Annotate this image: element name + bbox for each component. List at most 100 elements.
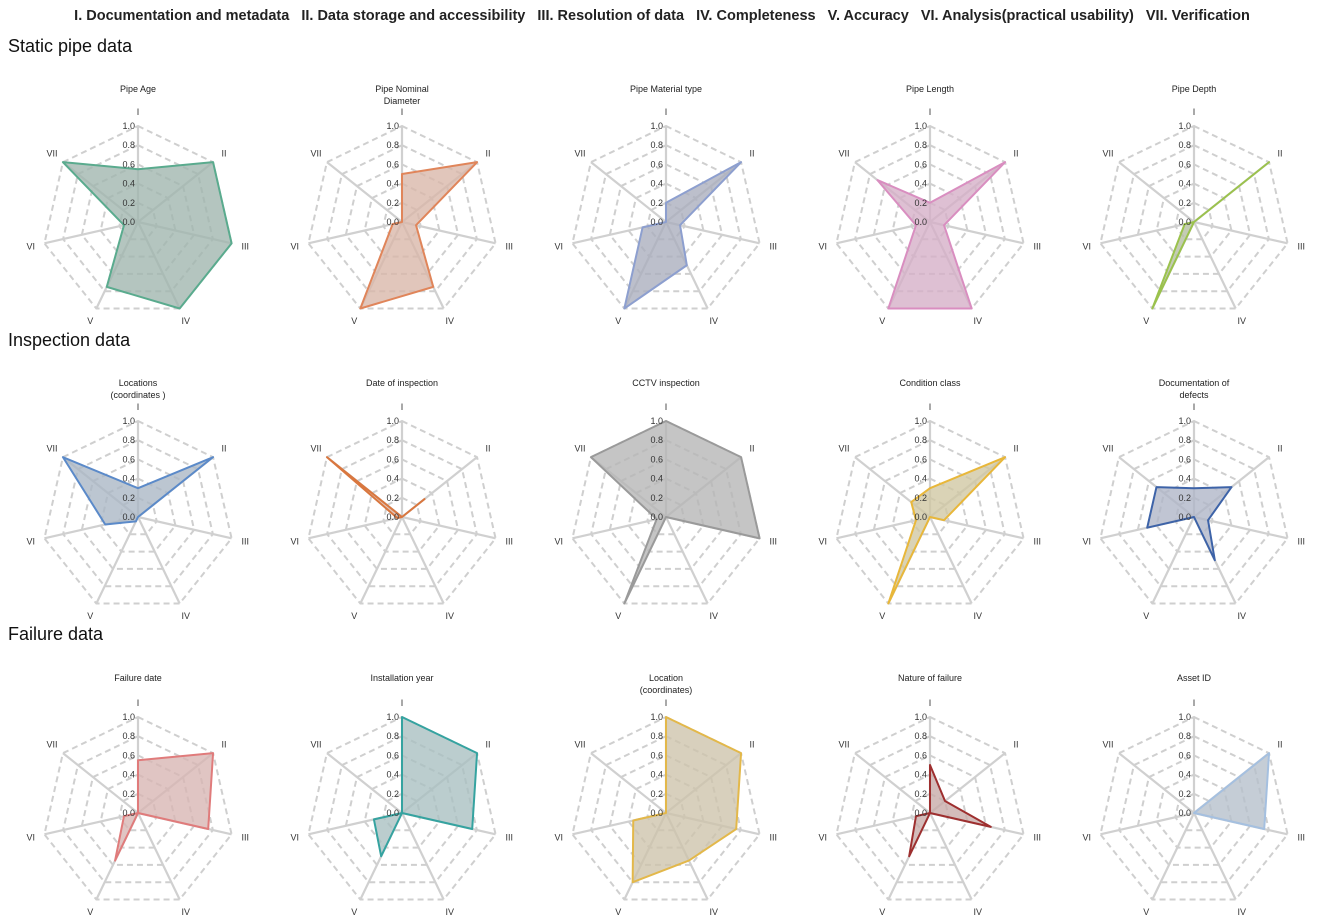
axis-label: II <box>1277 443 1282 453</box>
grid-ring <box>1118 144 1270 293</box>
axis-label: II <box>485 148 490 158</box>
tick-label: 1.0 <box>914 712 927 722</box>
axis-label: I <box>1193 402 1196 412</box>
axis-label: IV <box>445 907 454 917</box>
axis-label: VII <box>1102 443 1113 453</box>
tick-label: 0.4 <box>650 179 663 189</box>
grid-ring <box>307 124 497 310</box>
grid-ring <box>80 754 196 866</box>
series-area <box>325 456 426 520</box>
axis-spoke <box>137 812 181 900</box>
grid-ring <box>571 419 761 605</box>
axis-spoke <box>62 752 139 814</box>
axis-spoke <box>1100 811 1195 836</box>
tick-label: 0.8 <box>386 731 399 741</box>
chart-title: Nature of failure <box>898 673 962 683</box>
axis-label: II <box>1013 148 1018 158</box>
tick-label: 0.2 <box>914 493 927 503</box>
chart-title: Condition class <box>899 378 961 388</box>
axis-label: II <box>221 148 226 158</box>
legend-item: I. Documentation and metadata <box>74 8 290 24</box>
grid-ring <box>608 458 724 570</box>
axis-label: IV <box>973 907 982 917</box>
axis-label: VII <box>310 739 321 749</box>
series-area <box>908 764 992 858</box>
axis-label: VI <box>555 832 564 842</box>
tick-label: 0.4 <box>1178 770 1191 780</box>
grid-ring <box>1155 773 1233 849</box>
axis-label: IV <box>709 611 718 621</box>
axis-label: V <box>1143 907 1149 917</box>
tick-label: 1.0 <box>1178 416 1191 426</box>
series-area <box>359 161 479 310</box>
tick-label: 0.6 <box>386 454 399 464</box>
axis-label: VI <box>291 241 300 251</box>
grid-ring <box>307 715 497 901</box>
section-title-failure: Failure data <box>8 624 104 644</box>
axis-label: III <box>1297 832 1305 842</box>
axis-label: V <box>87 316 93 326</box>
axis-spoke <box>836 515 931 540</box>
tick-label: 1.0 <box>386 712 399 722</box>
series-area <box>623 161 743 310</box>
axis-label: I <box>929 402 932 412</box>
axis-label: VI <box>27 832 36 842</box>
axis-label: III <box>241 536 249 546</box>
tick-label: 1.0 <box>122 416 135 426</box>
series-area <box>61 161 233 310</box>
grid-ring <box>363 477 441 553</box>
tick-label: 0.6 <box>650 159 663 169</box>
axis-label: VII <box>1102 739 1113 749</box>
axis-label: V <box>351 316 357 326</box>
tick-label: 0.2 <box>122 198 135 208</box>
chart-title: Pipe Length <box>906 84 954 94</box>
grid-ring <box>99 773 177 849</box>
tick-label: 0.4 <box>122 770 135 780</box>
tick-label: 0.6 <box>914 159 927 169</box>
grid-ring <box>307 419 497 605</box>
axis-spoke <box>359 516 403 604</box>
section-title-static-pipe: Static pipe data <box>8 36 133 56</box>
tick-label: 0.2 <box>386 198 399 208</box>
axis-spoke <box>590 161 667 223</box>
chart-title: Location <box>649 673 683 683</box>
chart-title: Pipe Age <box>120 84 156 94</box>
series-area <box>1146 486 1233 562</box>
grid-ring <box>835 715 1025 901</box>
legend-item: II. Data storage and accessibility <box>301 8 526 24</box>
radar-chart: 0.00.20.40.60.81.0IIIIIIIVVVIVIIFailure … <box>27 673 249 917</box>
chart-title: (coordinates) <box>640 685 693 695</box>
chart-title: Locations <box>119 378 158 388</box>
grid-ring <box>1155 182 1233 258</box>
tick-label: 0.2 <box>1178 789 1191 799</box>
axis-label: III <box>505 241 513 251</box>
tick-label: 0.8 <box>122 140 135 150</box>
axis-label: VI <box>1083 832 1092 842</box>
axis-label: I <box>137 402 140 412</box>
grid-ring <box>1118 439 1270 588</box>
grid-ring <box>571 715 761 901</box>
series-area <box>114 752 215 862</box>
axis-label: VI <box>555 241 564 251</box>
axis-label: VI <box>291 832 300 842</box>
axis-spoke <box>854 752 931 814</box>
grid-ring <box>872 458 988 570</box>
axis-spoke <box>836 220 931 245</box>
chart-title: Failure date <box>114 673 162 683</box>
axis-label: V <box>615 316 621 326</box>
axis-label: VI <box>555 536 564 546</box>
axis-label: VII <box>46 443 57 453</box>
tick-label: 1.0 <box>1178 712 1191 722</box>
radar-chart: 0.00.20.40.60.81.0IIIIIIIVVVIVIIInstalla… <box>291 673 513 917</box>
tick-label: 1.0 <box>1178 121 1191 131</box>
axis-label: VII <box>46 739 57 749</box>
tick-label: 0.6 <box>386 159 399 169</box>
axis-spoke <box>1118 752 1195 814</box>
section-title-inspection: Inspection data <box>8 330 131 350</box>
axis-spoke <box>308 515 403 540</box>
axis-label: I <box>665 402 668 412</box>
axis-label: IV <box>445 611 454 621</box>
